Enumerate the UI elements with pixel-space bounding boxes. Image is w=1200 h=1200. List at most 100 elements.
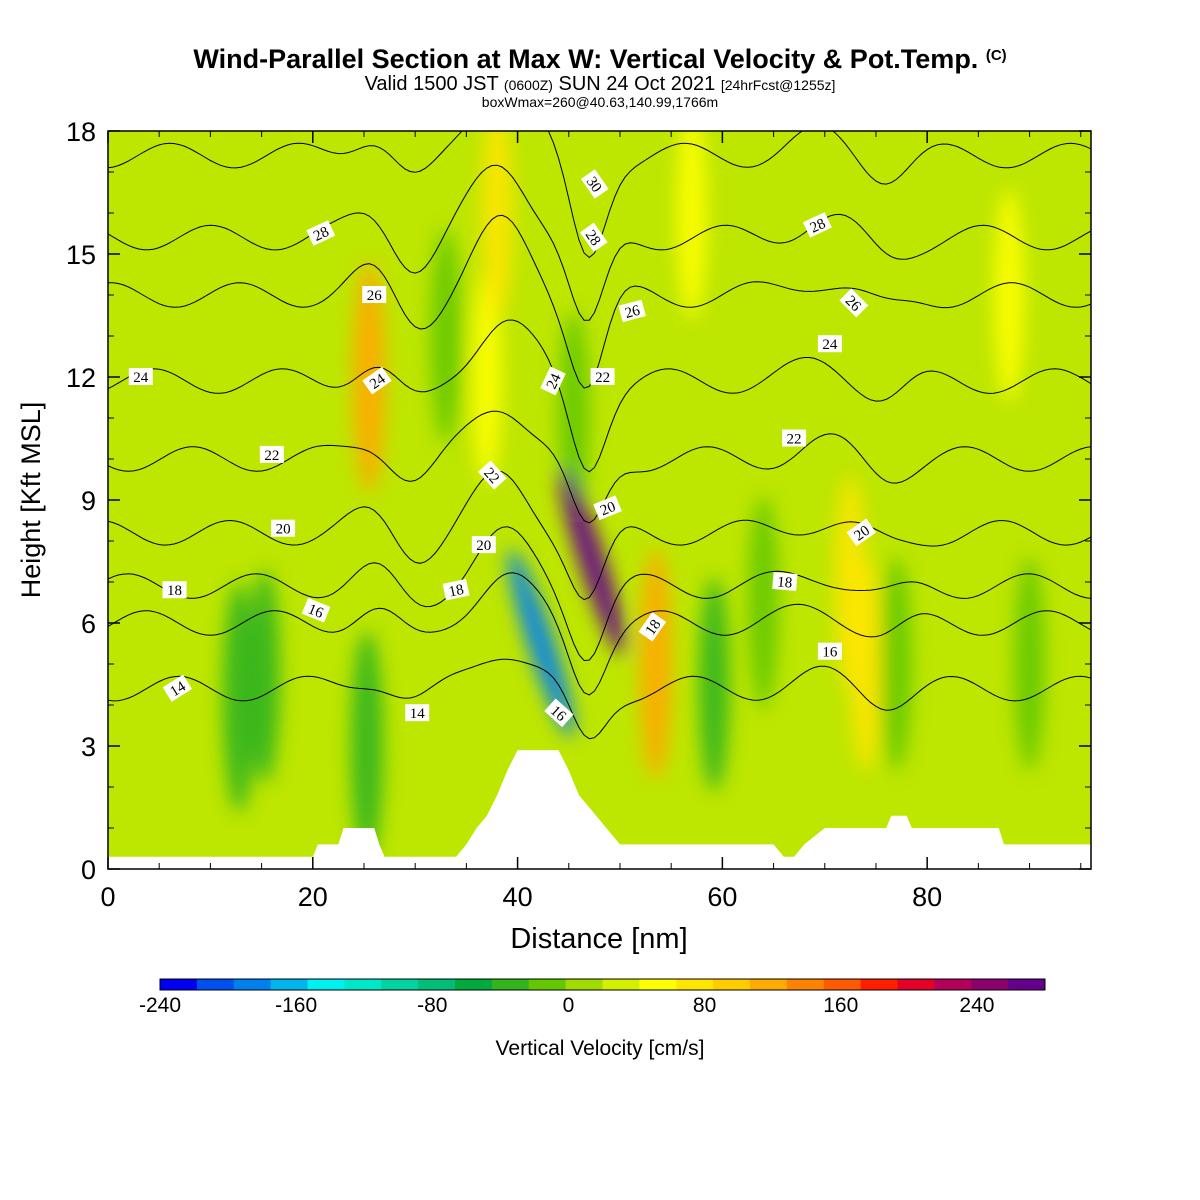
contour-label: 24 xyxy=(540,366,566,396)
contour-label-bg xyxy=(544,698,574,728)
contour-label-bg xyxy=(259,445,284,463)
contour-label: 14 xyxy=(405,704,430,722)
colorbar-swatch xyxy=(455,979,493,990)
colorbar: -240 -160 -80 0 80 160 240 xyxy=(139,978,1046,1017)
contour-label-text: 14 xyxy=(410,706,426,722)
contour-label: 26 xyxy=(362,286,387,304)
contour-label: 18 xyxy=(772,571,798,592)
contour-label: 20 xyxy=(593,495,622,521)
contour-label-bg xyxy=(580,169,609,199)
colorbar-swatch xyxy=(1008,979,1046,990)
contour-label-bg xyxy=(271,519,296,537)
velocity-cell xyxy=(881,557,912,771)
x-axis: 0 20 40 60 80 xyxy=(100,131,1082,912)
contour-label-bg xyxy=(306,220,336,246)
contour-label: 22 xyxy=(259,445,284,464)
valid-prefix: Valid 1500 JST xyxy=(364,73,499,95)
contour-label: 14 xyxy=(162,674,193,702)
title-main: Wind-Parallel Section at Max W: Vertical… xyxy=(193,44,979,74)
contour-label: 18 xyxy=(638,612,667,642)
colorbar-swatch xyxy=(381,979,419,990)
contour-label-text: 24 xyxy=(133,370,149,386)
contour-label: 26 xyxy=(839,288,869,318)
theta-contour-24 xyxy=(108,319,1091,473)
chart-title: Wind-Parallel Section at Max W: Vertical… xyxy=(0,44,1200,75)
contour-label-bg xyxy=(817,642,842,660)
vertical-velocity-field xyxy=(222,131,1045,861)
contour-label: 18 xyxy=(442,578,470,601)
colorbar-tick-label: 160 xyxy=(823,994,858,1017)
velocity-cell xyxy=(508,549,575,738)
x-tick-label: 40 xyxy=(503,882,533,912)
colorbar-swatch xyxy=(344,979,382,990)
theta-contour-28 xyxy=(108,164,1091,321)
colorbar-swatch xyxy=(860,979,898,990)
contour-label: 20 xyxy=(471,536,496,554)
contour-label-text: 16 xyxy=(306,601,326,622)
velocity-cell xyxy=(993,188,1025,402)
y-tick-label: 9 xyxy=(81,486,96,516)
colorbar-swatch xyxy=(307,979,345,990)
velocity-cell xyxy=(639,549,673,779)
contour-label-bg xyxy=(478,460,507,490)
contour-labels: 14 14 16 16 16 18 18 18 18 20 20 20 20 22 22 22 22 24 24 24… xyxy=(128,169,877,728)
x-tick-label: 60 xyxy=(707,882,737,912)
theta-contour-16 xyxy=(108,572,1091,696)
velocity-cell xyxy=(249,569,281,783)
colorbar-label: Vertical Velocity [cm/s] xyxy=(495,1037,705,1060)
velocity-cell xyxy=(1014,557,1045,771)
contour-label-bg xyxy=(162,581,187,599)
contour-label-text: 22 xyxy=(264,448,279,464)
chart-subtitle: Valid 1500 JST (0600Z) SUN 24 Oct 2021 [… xyxy=(0,73,1200,96)
y-tick-label: 6 xyxy=(81,609,96,639)
contour-label: 24 xyxy=(128,368,153,386)
contour-label-text: 22 xyxy=(595,370,610,386)
contour-label-bg xyxy=(593,495,622,521)
contour-label: 26 xyxy=(618,299,646,323)
theta-contour-18 xyxy=(108,526,1091,662)
colorbar-swatch xyxy=(786,979,825,990)
contour-label-bg xyxy=(128,368,153,385)
contour-label-text: 24 xyxy=(822,337,838,353)
colorbar-swatch xyxy=(823,979,862,990)
y-tick-label: 15 xyxy=(66,240,96,270)
colorbar-tick-label: -80 xyxy=(417,994,447,1017)
contour-label-bg xyxy=(540,366,566,396)
y-tick-label: 0 xyxy=(81,855,96,885)
y-tick-label: 3 xyxy=(81,732,96,762)
velocity-cell xyxy=(676,131,708,320)
colorbar-swatch xyxy=(676,979,714,990)
contour-label: 16 xyxy=(817,642,842,661)
x-tick-label: 20 xyxy=(298,882,328,912)
velocity-cell xyxy=(747,495,779,710)
colorbar-tick-label: 240 xyxy=(959,994,994,1017)
colorbar-tick-label: -160 xyxy=(275,994,317,1017)
contour-label-text: 18 xyxy=(777,574,793,591)
contour-label: 24 xyxy=(362,366,392,395)
velocity-cell xyxy=(350,631,384,861)
contour-label-bg xyxy=(471,536,496,554)
terrain xyxy=(108,750,1091,869)
colorbar-swatch xyxy=(897,979,935,990)
colorbar-swatch xyxy=(270,979,308,990)
contour-label: 28 xyxy=(579,222,608,253)
box-info: boxWmax=260@40.63,140.99,1766m xyxy=(481,94,719,110)
x-tick-label: 0 xyxy=(100,882,115,912)
contour-label: 30 xyxy=(580,169,609,199)
y-axis-label: Height [Kft MSL] xyxy=(16,402,46,599)
contour-label-text: 18 xyxy=(167,583,182,599)
copyright-mark: (C) xyxy=(985,47,1007,64)
contour-label-bg xyxy=(802,212,832,238)
theta-contour-14 xyxy=(108,658,1091,740)
forecast-info: [24hrFcst@1255z] xyxy=(720,77,836,93)
velocity-cell xyxy=(222,582,256,812)
contour-label-bg xyxy=(405,704,430,722)
contour-label-text: 24 xyxy=(544,371,565,392)
contour-label-bg xyxy=(362,366,392,395)
contour-label-bg xyxy=(772,571,798,592)
contour-label-bg xyxy=(817,335,842,353)
colorbar-swatch xyxy=(639,979,677,990)
contour-label-bg xyxy=(618,299,646,323)
contour-label-bg xyxy=(362,286,387,303)
